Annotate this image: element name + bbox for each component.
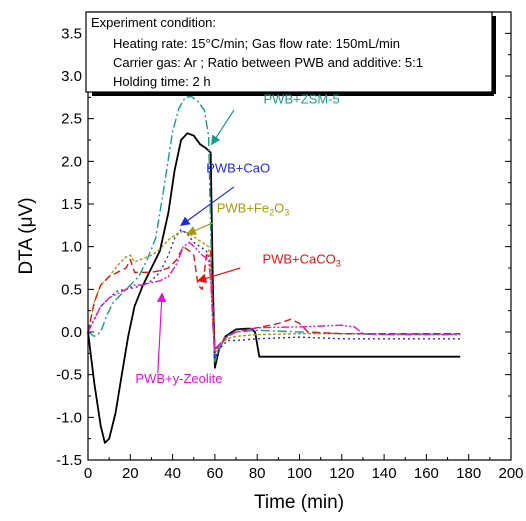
- annotation-arrow-zsm: [211, 109, 235, 146]
- series-layer: [87, 95, 461, 444]
- x-tick-label: 60: [207, 465, 224, 482]
- series-line-pwb-caco3: [87, 245, 461, 350]
- series-line-pwb: [87, 132, 461, 444]
- y-tick-label: 3.5: [61, 25, 82, 42]
- annotation-label-zsm: PWB+ZSM-5: [264, 91, 340, 106]
- x-tick-label: 120: [329, 465, 354, 482]
- y-tick-label: 3.0: [61, 68, 82, 85]
- y-tick-label: 0.0: [61, 324, 82, 341]
- conditions-line-carrier: Carrier gas: Ar ; Ratio between PWB and …: [113, 55, 423, 70]
- y-axis-label: DTA (μV): [16, 197, 37, 274]
- y-tick-label: 1.5: [61, 196, 82, 213]
- annotation-arrow-zeol: [156, 292, 167, 373]
- conditions-line-heating: Heating rate: 15°C/min; Gas flow rate: 1…: [113, 36, 400, 51]
- conditions-title: Experiment condition:: [91, 15, 216, 30]
- y-tick-label: 1.0: [61, 239, 82, 256]
- y-tick-label: 0.5: [61, 281, 82, 298]
- annotation-arrow-caco: [196, 267, 241, 283]
- x-tick-label: 140: [372, 465, 397, 482]
- y-tick-label: -0.5: [56, 367, 82, 384]
- x-tick-label: 20: [122, 465, 139, 482]
- series-line-pwb-y-zeolite: [87, 241, 461, 354]
- x-axis-label: Time (min): [254, 492, 344, 513]
- conditions-box: Experiment condition: Heating rate: 15°C…: [85, 11, 496, 96]
- annotation-arrow-fe: [186, 222, 214, 235]
- annotation-label-caco: PWB+CaCO3: [262, 252, 340, 269]
- x-tick-label: 200: [498, 465, 523, 482]
- x-tick-label: 0: [84, 465, 92, 482]
- y-tick-label: 2.5: [61, 111, 82, 128]
- series-line-pwb-zsm-5: [87, 95, 461, 363]
- conditions-box-frame: [85, 11, 493, 93]
- axis-ticks: 0 20 40 60 80 100 120 140 160 180 200 -1.5 -1.0 -0.5 0…: [56, 12, 524, 482]
- annotation-label-zeol: PWB+y-Zeolite: [135, 371, 222, 386]
- y-tick-label: 2.0: [61, 153, 82, 170]
- annotations: PWB+ZSM-5 PWB+CaO PWB+Fe2O3 PWB+CaCO3 PWB+y-…: [135, 91, 340, 386]
- x-tick-label: 80: [249, 465, 266, 482]
- annotation-arrow-cao: [180, 186, 235, 227]
- y-tick-label: -1.0: [56, 409, 82, 426]
- series-line-pwb-cao: [87, 228, 461, 359]
- y-tick-label: -1.5: [56, 452, 82, 469]
- x-tick-label: 160: [414, 465, 439, 482]
- annotation-label-cao: PWB+CaO: [206, 160, 270, 175]
- annotation-label-fe: PWB+Fe2O3: [217, 201, 290, 218]
- x-tick-label: 180: [456, 465, 481, 482]
- series-line-pwb-fe2o3: [87, 230, 461, 354]
- conditions-line-holding: Holding time: 2 h: [113, 74, 211, 89]
- x-tick-label: 100: [287, 465, 312, 482]
- x-tick-label: 40: [164, 465, 181, 482]
